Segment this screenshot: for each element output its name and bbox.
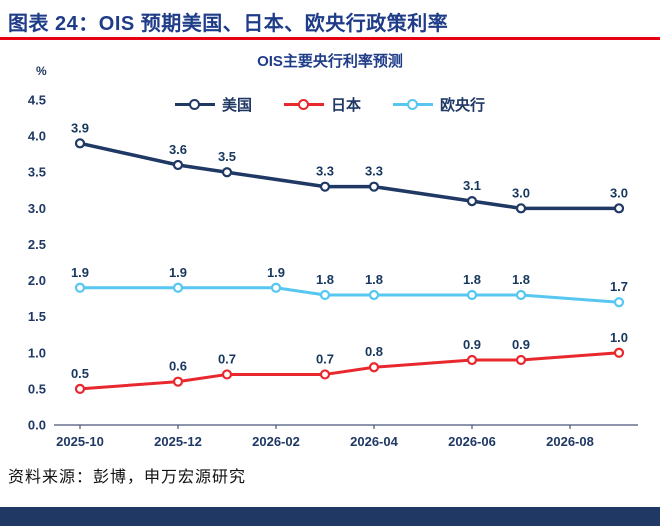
legend-label-us: 美国 — [221, 97, 252, 114]
data-point-ecb — [172, 282, 184, 293]
figure-header-title: 图表 24：OIS 预期美国、日本、欧央行政策利率 — [8, 13, 449, 35]
header-red-rule — [0, 37, 660, 40]
data-label-us: 3.0 — [610, 185, 628, 200]
legend: 美国 日本 欧央行 — [0, 94, 660, 115]
legend-marker-japan — [283, 98, 324, 112]
data-point-japan — [172, 376, 184, 387]
data-label-us: 3.1 — [463, 178, 481, 193]
y-axis-tick-labels: 4.5 4.0 3.5 3.0 2.5 2.0 1.5 1.0 0.5 0.0 — [28, 93, 46, 433]
y-tick-label: 2.0 — [28, 273, 46, 288]
data-label-ecb: 1.8 — [365, 272, 383, 287]
x-tick-label: 2025-12 — [154, 434, 202, 449]
legend-item-ecb: 欧央行 — [393, 94, 485, 115]
series-us: 3.9 3.6 3.5 3.3 3.3 3.1 3.0 3.0 — [71, 120, 628, 214]
data-point-ecb — [270, 282, 282, 293]
legend-marker-us — [174, 98, 215, 112]
data-label-us: 3.3 — [316, 164, 334, 179]
x-tick-label: 2025-10 — [56, 434, 104, 449]
source-note: 资料来源：彭博，申万宏源研究 — [8, 469, 247, 486]
data-label-japan: 0.8 — [365, 344, 383, 359]
data-label-ecb: 1.8 — [463, 272, 481, 287]
x-tick-label: 2026-06 — [448, 434, 496, 449]
data-point-us — [368, 181, 380, 192]
y-tick-label: 4.5 — [28, 93, 46, 108]
data-point-us — [172, 159, 184, 171]
data-point-japan — [613, 347, 625, 358]
x-tick-label: 2026-08 — [546, 434, 594, 449]
series-line-ecb — [78, 286, 621, 304]
y-tick-label: 4.0 — [28, 129, 46, 144]
bottom-bar — [0, 507, 660, 526]
series-line-us — [78, 141, 621, 211]
data-point-japan — [319, 369, 331, 380]
y-tick-label: 0.0 — [28, 418, 46, 433]
x-tick-label: 2026-04 — [350, 434, 398, 449]
data-point-ecb — [319, 289, 331, 301]
data-point-ecb — [515, 289, 527, 301]
data-label-ecb: 1.9 — [169, 265, 187, 280]
data-point-ecb — [368, 289, 380, 301]
x-axis: 2025-10 2025-12 2026-02 2026-04 2026-06 2026-… — [54, 424, 638, 449]
data-label-us: 3.0 — [512, 185, 530, 200]
y-tick-label: 3.5 — [28, 165, 46, 180]
y-axis-unit-label: % — [36, 64, 47, 78]
data-label-japan: 0.6 — [169, 359, 187, 374]
chart-title: OIS主要央行利率预测 — [257, 53, 403, 70]
data-point-ecb — [466, 289, 478, 301]
data-point-us — [515, 203, 527, 214]
data-label-japan: 0.7 — [316, 351, 334, 366]
data-point-ecb — [74, 282, 86, 293]
data-point-us — [613, 203, 625, 214]
legend-marker-ecb — [393, 98, 433, 112]
y-tick-label: 1.0 — [28, 345, 46, 360]
data-point-japan — [515, 354, 527, 366]
data-label-japan: 0.7 — [218, 351, 236, 366]
data-label-japan: 1.0 — [610, 330, 628, 345]
data-label-us: 3.9 — [71, 120, 89, 135]
legend-label-japan: 日本 — [330, 97, 361, 114]
data-point-ecb — [613, 297, 625, 308]
data-point-us — [221, 167, 233, 178]
legend-label-ecb: 欧央行 — [440, 97, 486, 114]
data-point-us — [74, 138, 86, 149]
series-japan: 0.5 0.6 0.7 0.7 0.8 0.9 0.9 1.0 — [71, 330, 628, 394]
y-tick-label: 0.5 — [28, 381, 46, 396]
data-label-japan: 0.9 — [512, 337, 530, 352]
data-label-ecb: 1.9 — [71, 265, 89, 280]
data-point-us — [319, 181, 331, 192]
data-label-japan: 0.5 — [71, 366, 89, 381]
data-label-ecb: 1.9 — [267, 265, 285, 280]
series-ecb: 1.9 1.9 1.9 1.8 1.8 1.8 1.8 1.7 — [71, 265, 628, 308]
data-label-ecb: 1.8 — [316, 272, 334, 287]
y-tick-label: 3.0 — [28, 201, 46, 216]
data-label-us: 3.6 — [169, 142, 187, 157]
data-label-japan: 0.9 — [463, 337, 481, 352]
data-point-japan — [221, 369, 233, 380]
y-tick-label: 1.5 — [28, 309, 46, 324]
data-label-us: 3.5 — [218, 149, 236, 164]
data-label-us: 3.3 — [365, 164, 383, 179]
x-tick-label: 2026-02 — [252, 434, 300, 449]
data-point-us — [466, 196, 478, 207]
data-point-japan — [368, 362, 380, 373]
data-point-japan — [74, 383, 86, 394]
series-line-japan — [78, 351, 621, 391]
y-tick-label: 2.5 — [28, 237, 46, 252]
data-label-ecb: 1.8 — [512, 272, 530, 287]
legend-item-japan: 日本 — [283, 94, 361, 115]
data-label-ecb: 1.7 — [610, 279, 628, 294]
legend-item-us: 美国 — [174, 94, 252, 115]
data-point-japan — [466, 354, 478, 366]
